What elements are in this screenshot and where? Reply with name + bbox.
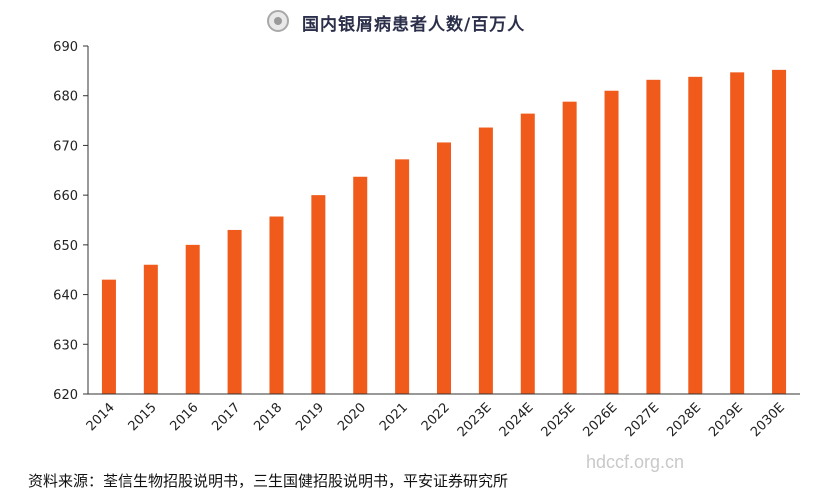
bar [478, 127, 493, 394]
bar [311, 195, 326, 394]
y-tick-label: 660 [53, 189, 78, 204]
x-tick-label: 2028E [664, 400, 704, 440]
x-tick-label: 2030E [748, 400, 788, 440]
title-row: 国内银屑病患者人数/百万人 [0, 6, 837, 36]
bar [520, 113, 535, 395]
y-tick-label: 620 [53, 388, 78, 403]
x-tick-label: 2018 [251, 400, 285, 434]
x-tick-label: 2029E [706, 400, 746, 440]
y-tick-label: 640 [53, 289, 78, 304]
bars [101, 69, 787, 395]
x-axis: 2014 2015 2016 2017 2018 2019 2020 2021 2022 2023… [84, 393, 800, 440]
title-bullet-icon [267, 10, 289, 32]
y-tick-label: 650 [53, 239, 78, 254]
bar [101, 279, 116, 394]
x-tick-label: 2019 [293, 400, 327, 434]
y-axis: 620 630 640 650 660 670 680 690 [53, 40, 89, 403]
bar [604, 90, 619, 394]
x-tick-label: 2026E [581, 400, 621, 440]
x-tick-label: 2022 [419, 400, 453, 434]
x-tick-label: 2023E [455, 400, 495, 440]
x-tick-label: 2025E [539, 400, 579, 440]
x-tick-label: 2014 [84, 400, 118, 434]
x-tick-label: 2017 [209, 400, 243, 434]
bar [646, 79, 661, 394]
y-tick-label: 690 [53, 40, 78, 55]
bar [143, 264, 158, 394]
bar [185, 244, 200, 394]
x-tick-label: 2020 [335, 400, 369, 434]
y-tick-label: 680 [53, 90, 78, 105]
y-tick-label: 630 [53, 338, 78, 353]
bar [730, 72, 745, 394]
bar [227, 229, 242, 394]
x-tick-label: 2024E [497, 400, 537, 440]
watermark: hdccf.org.cn [586, 452, 685, 472]
x-tick-label: 2027E [622, 400, 662, 440]
bar [269, 216, 284, 394]
y-tick-label: 670 [53, 139, 78, 154]
bar [688, 76, 703, 394]
bar [437, 142, 451, 394]
x-tick-label: 2015 [126, 400, 160, 434]
source-note: 资料来源：荃信生物招股说明书，三生国健招股说明书，平安证券研究所 [28, 472, 509, 490]
x-tick-label: 2021 [377, 400, 411, 434]
bar [562, 101, 577, 395]
bar [772, 69, 787, 394]
chart-title: 国内银屑病患者人数/百万人 [302, 15, 526, 35]
bar [395, 159, 410, 394]
bar [353, 176, 368, 394]
x-tick-label: 2016 [168, 400, 202, 434]
